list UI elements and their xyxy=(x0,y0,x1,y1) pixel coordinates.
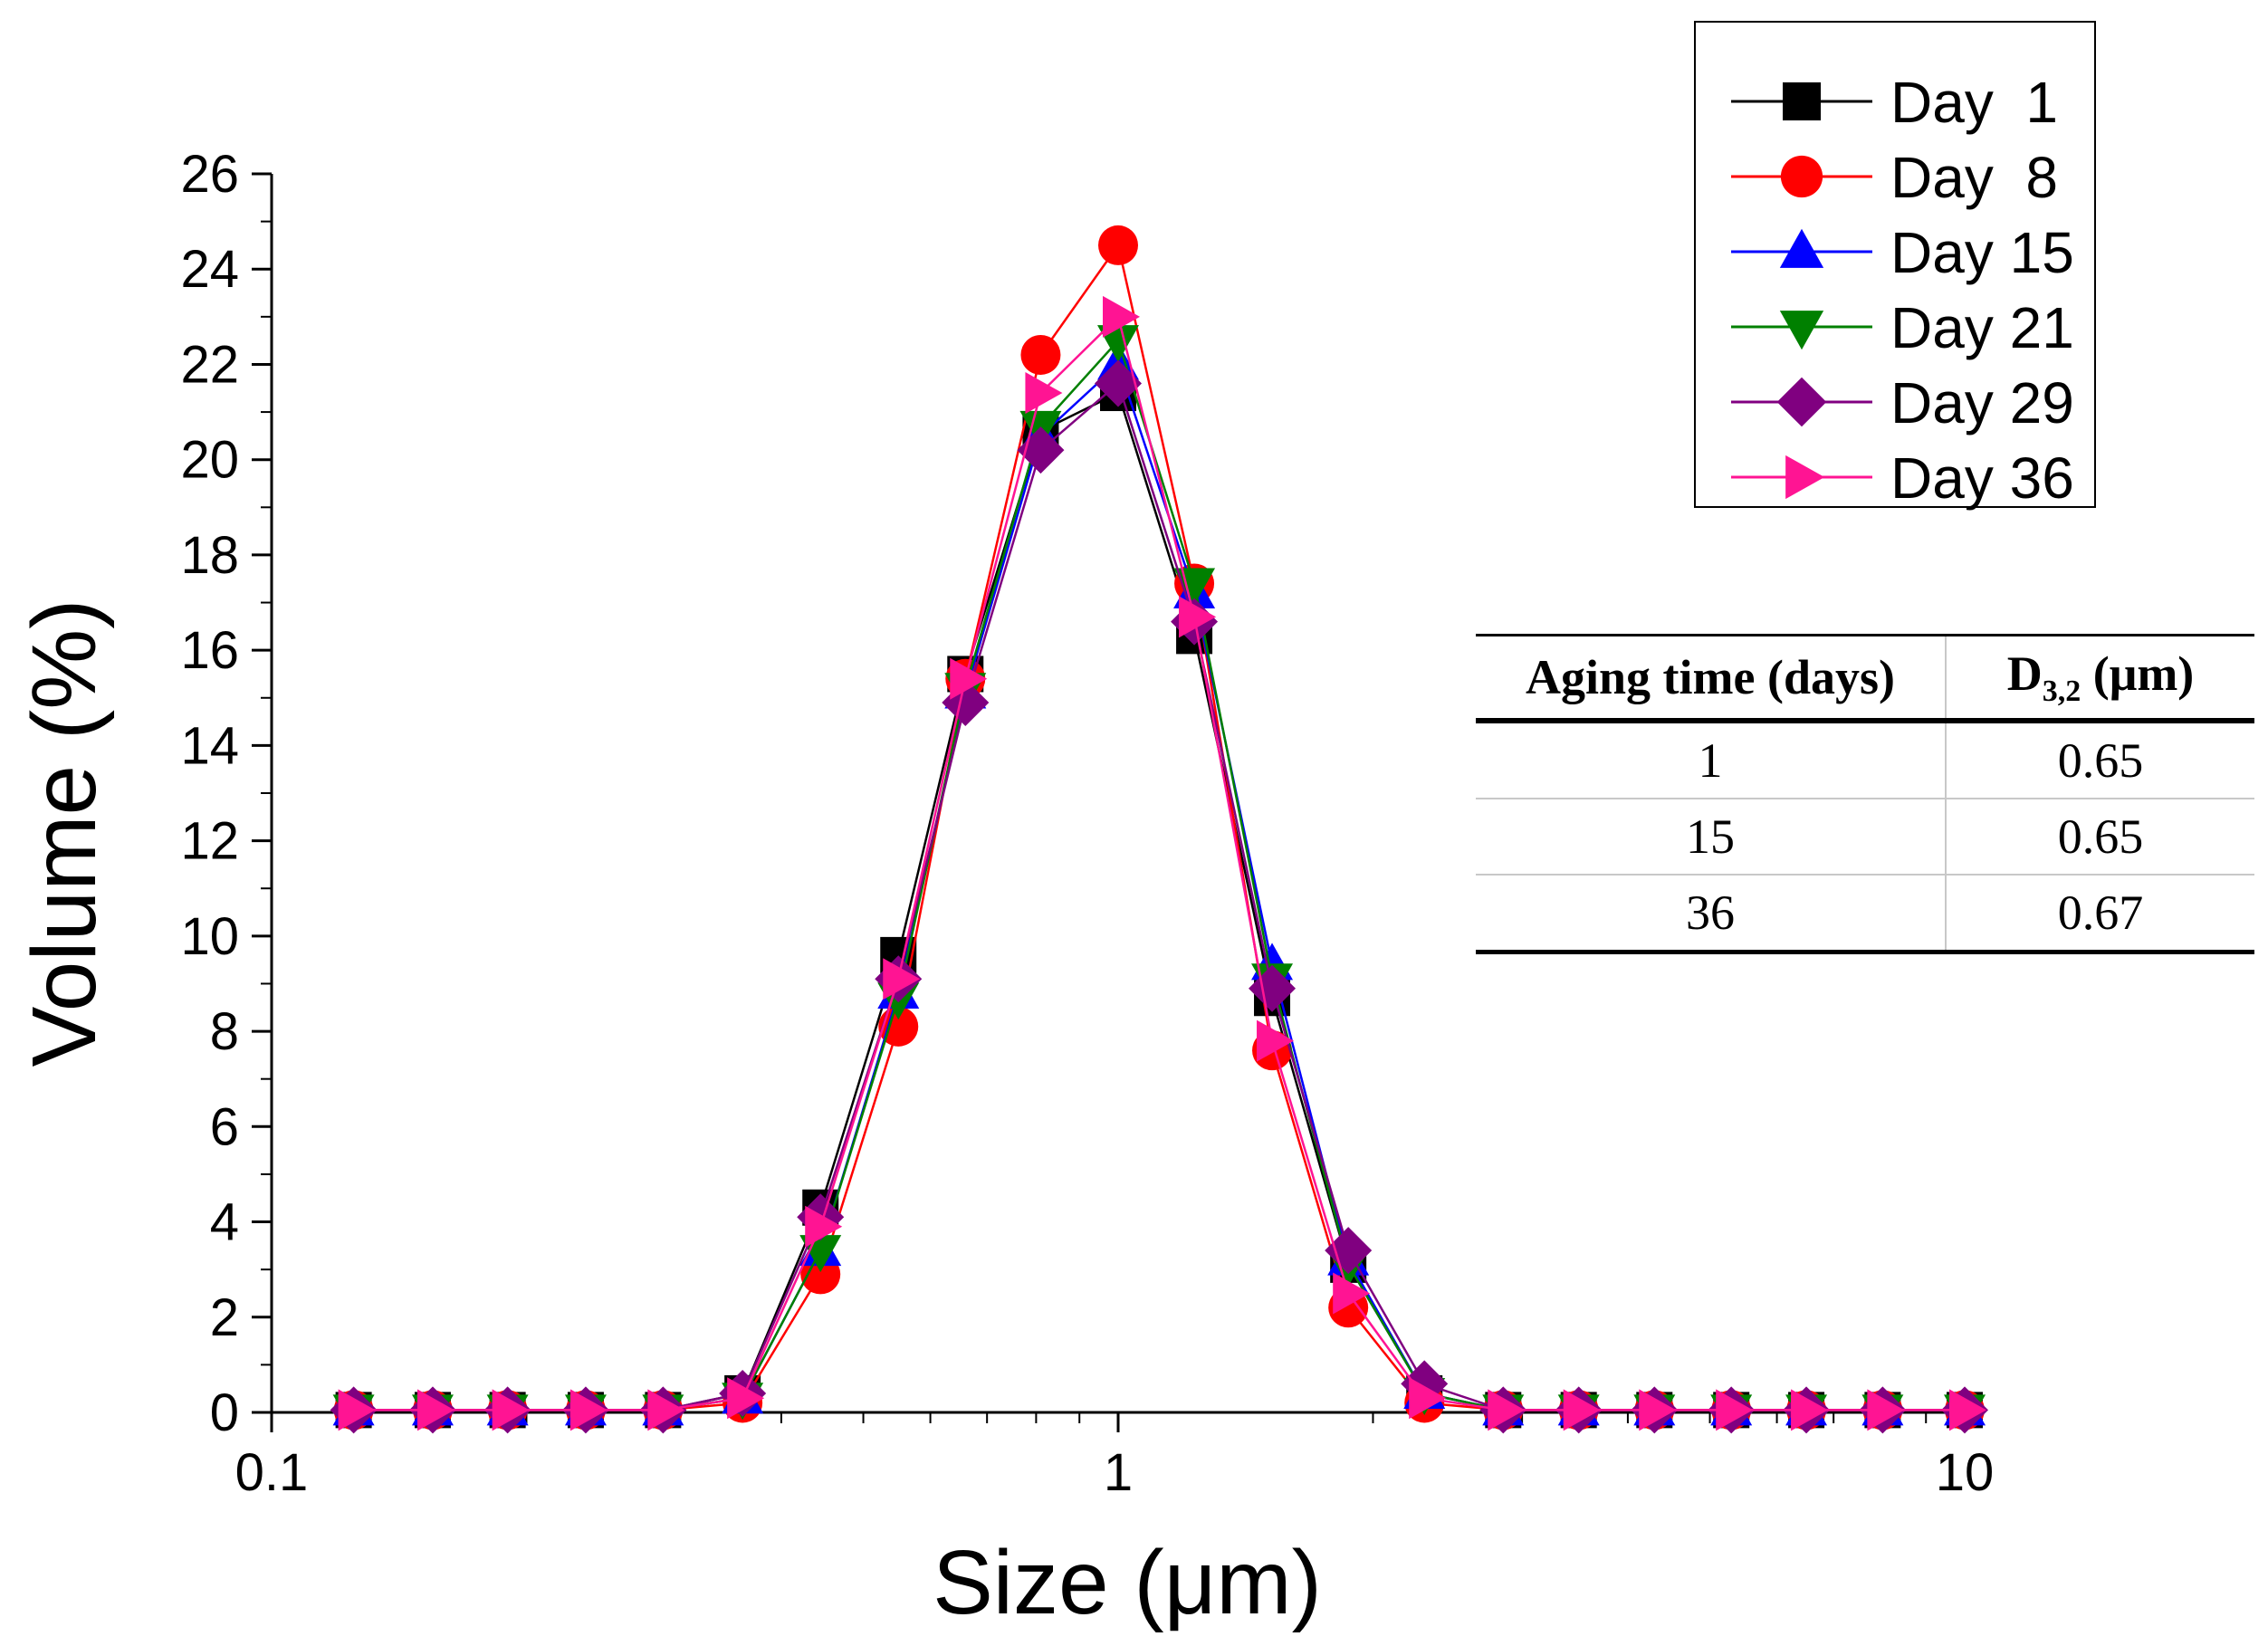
legend-label: Day 36 xyxy=(1890,445,2074,511)
data-point xyxy=(1103,295,1140,338)
series-line xyxy=(353,314,1965,1412)
y-tick-label: 2 xyxy=(210,1288,239,1347)
cell-d32: 0.65 xyxy=(1945,799,2254,876)
y-tick-label: 14 xyxy=(180,716,239,775)
header-d32-sub: 3,2 xyxy=(2042,674,2081,708)
data-point xyxy=(492,1389,530,1431)
data-point xyxy=(950,657,988,700)
legend-marker xyxy=(1785,455,1825,500)
legend-marker xyxy=(1776,377,1827,427)
cell-d32: 0.65 xyxy=(1945,721,2254,799)
legend-label: Day 21 xyxy=(1890,295,2074,360)
x-axis: 0.1 1 10 xyxy=(235,1411,1995,1502)
table-row: 1 0.65 xyxy=(1476,721,2254,799)
data-point xyxy=(1025,372,1063,415)
data-point xyxy=(805,1205,843,1248)
y-tick-label: 6 xyxy=(210,1097,239,1156)
data-point xyxy=(416,1389,455,1431)
legend-entry: Day 21 xyxy=(1731,295,2074,360)
legend-label: Day 8 xyxy=(1890,145,2058,210)
data-point xyxy=(1098,225,1138,265)
series-6 xyxy=(338,295,1986,1431)
cell-aging: 36 xyxy=(1476,875,1946,954)
cell-d32: 0.67 xyxy=(1945,875,2254,954)
data-point xyxy=(1867,1389,1905,1431)
x-tick-label: 0.1 xyxy=(235,1443,309,1502)
d32-table: Aging time (days) D3,2 (μm) 1 0.65 15 0.… xyxy=(1476,634,2254,954)
table-header-row: Aging time (days) D3,2 (μm) xyxy=(1476,634,2254,723)
y-tick-label: 24 xyxy=(180,240,239,299)
legend-label: Day 29 xyxy=(1890,370,2074,435)
legend-label: Day 15 xyxy=(1890,220,2074,285)
y-tick-label: 26 xyxy=(180,145,239,204)
x-axis-title: Size (μm) xyxy=(933,1532,1322,1633)
y-tick-label: 16 xyxy=(180,621,239,680)
data-point xyxy=(1325,1227,1373,1275)
legend-entry: Day 8 xyxy=(1731,145,2058,210)
data-point xyxy=(883,958,921,1000)
y-tick-label: 18 xyxy=(180,526,239,585)
data-point xyxy=(647,1389,685,1431)
legend-marker xyxy=(1783,82,1821,120)
header-d32-base: D xyxy=(2006,646,2043,702)
x-tick-label: 1 xyxy=(1104,1443,1133,1502)
legend-entry: Day 29 xyxy=(1731,370,2074,435)
y-tick-label: 0 xyxy=(210,1383,239,1442)
legend-marker xyxy=(1779,228,1824,268)
header-d32-unit: (μm) xyxy=(2081,646,2195,702)
data-point xyxy=(569,1389,608,1431)
cell-aging: 15 xyxy=(1476,799,1946,876)
legend-marker xyxy=(1780,155,1823,198)
y-axis-title: Volume (%) xyxy=(14,599,115,1067)
data-point xyxy=(1257,1019,1295,1062)
y-tick-label: 22 xyxy=(180,335,239,394)
legend-entry: Day 36 xyxy=(1731,445,2074,511)
y-tick-label: 12 xyxy=(180,812,239,871)
y-tick-label: 10 xyxy=(180,907,239,966)
series-layer xyxy=(330,225,1988,1434)
data-point xyxy=(1488,1389,1526,1431)
header-d32: D3,2 (μm) xyxy=(1945,634,2254,723)
data-point xyxy=(1095,359,1142,407)
data-point xyxy=(1639,1389,1677,1431)
data-point xyxy=(727,1377,765,1420)
legend-entry: Day 1 xyxy=(1731,70,2058,135)
y-tick-label: 4 xyxy=(210,1193,239,1252)
data-point xyxy=(1333,1272,1371,1315)
data-point xyxy=(1409,1377,1447,1420)
data-point xyxy=(1563,1389,1601,1431)
data-point xyxy=(1179,596,1217,638)
data-point xyxy=(338,1389,376,1431)
data-point xyxy=(1791,1389,1829,1431)
header-aging-time: Aging time (days) xyxy=(1476,634,1946,723)
table-row: 36 0.67 xyxy=(1476,875,2254,954)
table-row: 15 0.65 xyxy=(1476,799,2254,876)
y-tick-label: 20 xyxy=(180,431,239,490)
data-point xyxy=(878,1006,919,1047)
cell-aging: 1 xyxy=(1476,721,1946,799)
legend-marker xyxy=(1779,311,1824,350)
data-point xyxy=(1716,1389,1754,1431)
legend-label: Day 1 xyxy=(1890,70,2058,135)
data-point xyxy=(1949,1389,1986,1431)
legend: Day 1 Day 8 Day 15 Day 21 Day 29 Day 36 xyxy=(1694,21,2096,511)
data-point xyxy=(1020,334,1061,375)
x-tick-label: 10 xyxy=(1936,1443,1995,1502)
legend-entry: Day 15 xyxy=(1731,220,2074,285)
y-tick-label: 8 xyxy=(210,1002,239,1061)
